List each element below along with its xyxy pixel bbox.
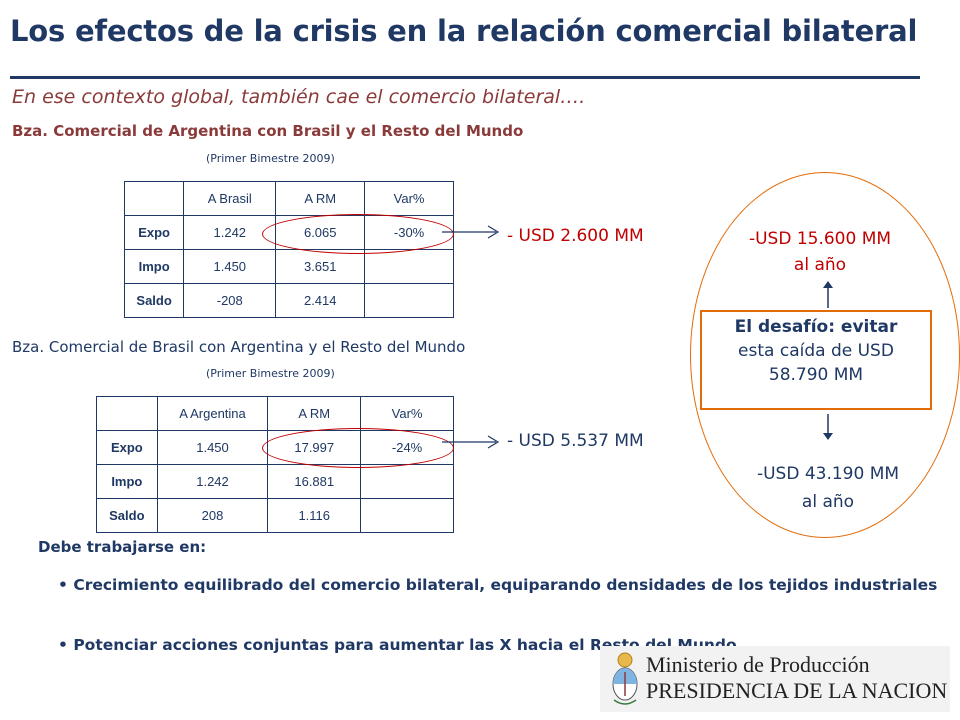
ministry-logo: Ministerio de Producción PRESIDENCIA DE … [600,646,950,712]
table-cell: 1.450 [183,249,277,284]
column-header: A Brasil [183,181,277,216]
table-row: Impo 1.242 16.881 [96,464,454,499]
presidency-name: PRESIDENCIA DE LA NACION [646,678,948,703]
arrow-up-icon [823,281,833,308]
argentina-coat-of-arms-icon [612,652,638,705]
ministry-name: Ministerio de Producción [646,652,870,677]
table-cell: 16.881 [267,464,362,499]
bullet-icon: • [58,576,74,594]
table-row: Saldo 208 1.116 [96,498,454,533]
row-label: Expo [123,215,185,250]
highlight-ellipse [262,214,454,254]
bullet-item: • Potenciar acciones conjuntas para aume… [58,634,938,656]
column-header: Var% [364,181,454,216]
row-label: Impo [123,249,185,284]
column-header: A RM [267,396,362,431]
bullet-text: Crecimiento equilibrado del comercio bil… [73,576,938,594]
table-cell [360,498,454,533]
bottom-annual-drop-period: al año [801,492,855,512]
top-annual-drop-period: al año [793,255,847,275]
column-header: A Argentina [156,396,269,431]
section2-period: (Primer Bimestre 2009) [206,367,335,380]
column-header: A RM [275,181,366,216]
top-annual-drop: -USD 15.600 MM al año [700,226,940,278]
challenge-box: El desafío: evitar esta caída de USD 58.… [700,310,932,410]
table-header-row: A Argentina A RM Var% [96,396,454,431]
row-label: Saldo [96,498,158,533]
table-cell: 1.116 [267,498,362,533]
page-subtitle: En ese contexto global, también cae el c… [12,86,586,108]
table-cell: 1.242 [156,464,269,499]
arrow-down-icon [823,414,833,440]
bullet-text: Potenciar acciones conjuntas para aument… [73,636,737,654]
footer-heading: Debe trabajarse en: [38,538,207,556]
table-cell: 208 [156,498,269,533]
column-header: Var% [360,396,454,431]
title-divider [10,76,920,79]
table-header-row: A Brasil A RM Var% [123,181,454,216]
arrow-right-icon [442,225,500,239]
arrow-right-icon [442,435,500,449]
top-annual-drop-amount: -USD 15.600 MM [748,229,892,249]
row-label: Impo [96,464,158,499]
challenge-amount: 58.790 MM [768,365,864,385]
table-cell: 2.414 [275,283,366,318]
row-label: Expo [96,430,158,465]
bottom-annual-drop: -USD 43.190 MM al año [708,460,948,516]
row-label: Saldo [123,283,185,318]
section2-heading: Bza. Comercial de Brasil con Argentina y… [12,338,466,356]
table-cell: 3.651 [275,249,366,284]
table-row: Saldo -208 2.414 [123,283,454,318]
table-corner-cell [123,181,185,216]
table-cell [364,249,454,284]
table-corner-cell [96,396,158,431]
highlight-ellipse [262,428,454,468]
table-cell: -208 [183,283,277,318]
bullet-item: • Crecimiento equilibrado del comercio b… [58,574,938,596]
bottom-annual-drop-amount: -USD 43.190 MM [756,464,900,484]
argentina-drop-callout: - USD 2.600 MM [507,226,644,246]
challenge-title: El desafío: evitar [734,317,898,337]
challenge-text: esta caída de USD [738,341,894,361]
bullet-icon: • [58,636,74,654]
table-cell [364,283,454,318]
brasil-drop-callout: - USD 5.537 MM [507,431,644,451]
table-row: Impo 1.450 3.651 [123,249,454,284]
table-cell: 1.450 [156,430,269,465]
section1-heading: Bza. Comercial de Argentina con Brasil y… [12,122,524,140]
page-title: Los efectos de la crisis en la relación … [10,14,918,48]
section1-period: (Primer Bimestre 2009) [206,152,335,165]
table-cell [360,464,454,499]
